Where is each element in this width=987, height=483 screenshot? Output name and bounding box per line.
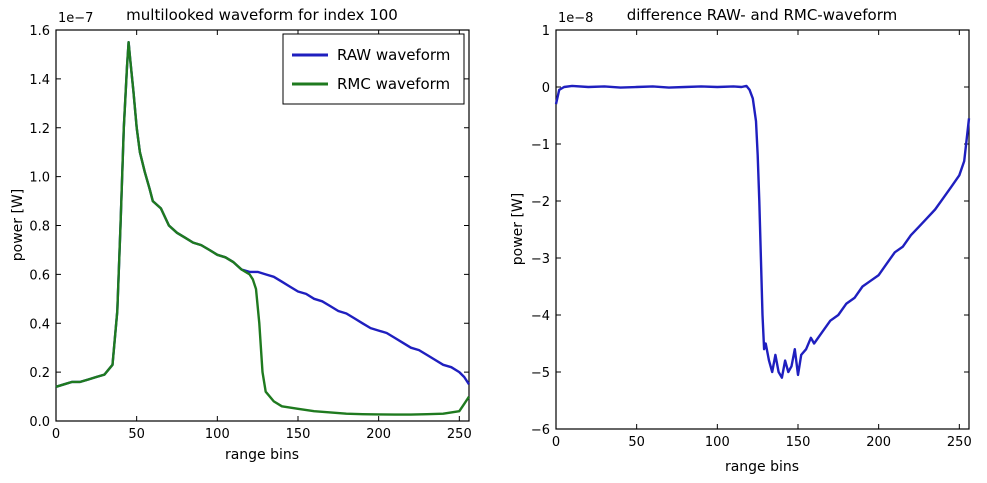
legend-box [282,33,465,105]
x-ticks-right: 0 50 100 150 200 250 [552,30,972,450]
x-axis-label-left: range bins [225,447,299,463]
y-tick-label: 1 [542,24,550,39]
x-tick-label: 250 [447,427,472,442]
y-tick-label: 0 [542,81,550,96]
y-tick-label: 1.2 [29,122,50,137]
y-axis-label-left: power [W] [10,189,26,262]
y-tick-label: −2 [531,195,550,210]
y-tick-label: −5 [531,366,550,381]
x-tick-label: 200 [366,427,391,442]
x-tick-label: 0 [52,427,60,442]
legend-label-raw: RAW waveform [337,46,450,64]
chart-title-right: difference RAW- and RMC-waveform [627,6,898,24]
x-tick-label: 150 [286,427,311,442]
x-tick-label: 100 [705,435,730,450]
x-tick-label: 50 [628,435,645,450]
y-tick-label: 1.4 [29,73,50,88]
y-tick-label: 0.6 [29,268,50,283]
y-tick-label: −3 [531,252,550,267]
y-tick-label: 0.8 [29,220,50,235]
x-tick-label: 250 [947,435,972,450]
rmc-waveform-line [55,41,471,416]
x-ticks-left: 0 50 100 150 200 250 [52,30,472,442]
y-ticks-left: 0.0 0.2 0.4 0.6 0.8 1.0 1.2 1.4 1.6 [29,24,469,430]
y-tick-label: 0.2 [29,366,50,381]
chart-difference-waveform: difference RAW- and RMC-waveform 1e−8 ra… [510,6,972,475]
x-tick-label: 150 [786,435,811,450]
y-tick-label: 0.4 [29,317,50,332]
x-tick-label: 50 [128,427,145,442]
legend: RAW waveform RMC waveform [282,33,465,105]
x-tick-label: 0 [552,435,560,450]
plot-area-right [555,29,970,430]
series-left [55,41,471,416]
x-tick-label: 100 [205,427,230,442]
offset-text-right: 1e−8 [558,11,593,26]
y-tick-label: −1 [531,138,550,153]
x-tick-label: 200 [866,435,891,450]
y-tick-label: 1.0 [29,171,50,186]
y-tick-label: 1.6 [29,24,50,39]
y-tick-label: −6 [531,423,550,438]
y-axis-label-right: power [W] [510,193,526,266]
series-right [554,84,971,379]
y-tick-label: −4 [531,309,550,324]
offset-text-left: 1e−7 [58,11,93,26]
y-ticks-right: −6 −5 −4 −3 −2 −1 0 1 [531,24,969,438]
y-tick-label: 0.0 [29,415,50,430]
legend-label-rmc: RMC waveform [337,75,450,93]
chart-title-left: multilooked waveform for index 100 [126,6,398,24]
difference-series-line [554,84,971,379]
chart-multilooked-waveform: multilooked waveform for index 100 1e−7 … [10,6,472,463]
x-axis-label-right: range bins [725,459,799,475]
